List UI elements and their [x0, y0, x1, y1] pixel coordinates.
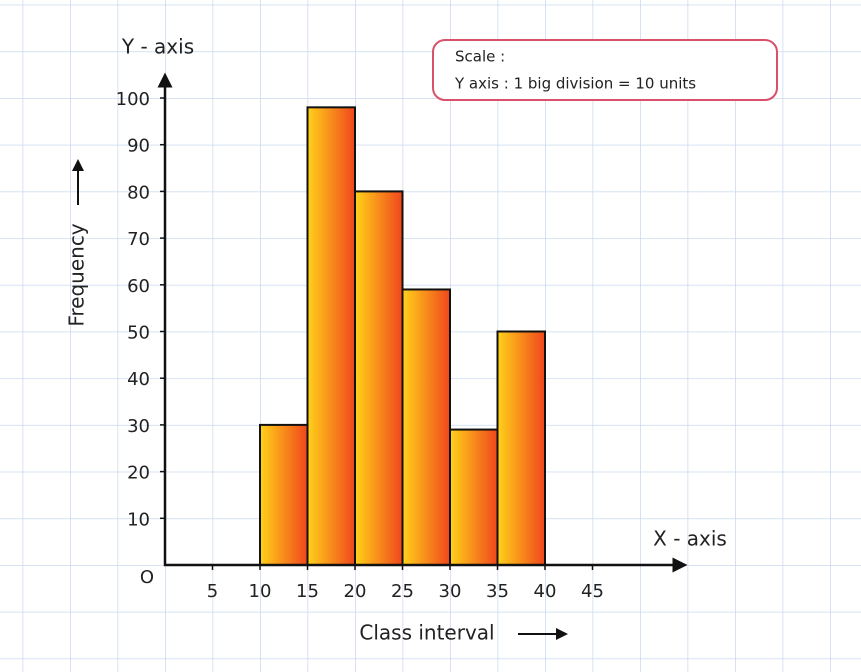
x-axis-name: X - axis — [653, 527, 727, 551]
origin-label: O — [140, 567, 154, 588]
y-axis-name: Y - axis — [121, 35, 194, 59]
x-tick-label: 35 — [486, 581, 509, 602]
bar — [259, 423, 309, 566]
y-tick-label: 10 — [127, 509, 150, 530]
x-tick-label: 45 — [581, 581, 604, 602]
y-tick-label: 100 — [116, 89, 150, 110]
bar — [496, 330, 546, 566]
x-tick-label: 10 — [249, 581, 272, 602]
scale-box — [432, 39, 778, 101]
x-tick-label: 30 — [439, 581, 462, 602]
y-label: Frequency — [65, 223, 89, 326]
bar — [306, 106, 356, 566]
bar — [449, 428, 499, 566]
x-tick-label: 20 — [344, 581, 367, 602]
y-tick-label: 50 — [127, 323, 150, 344]
y-tick-label: 80 — [127, 182, 150, 203]
y-tick-label: 70 — [127, 229, 150, 250]
x-tick-label: 15 — [296, 581, 319, 602]
scale-text: Y axis : 1 big division = 10 units — [454, 75, 696, 93]
y-tick-label: 40 — [127, 369, 150, 390]
scale-title: Scale : — [455, 48, 505, 66]
y-tick-label: 20 — [127, 463, 150, 484]
y-tick-label: 60 — [127, 276, 150, 297]
y-tick-label: 90 — [127, 136, 150, 157]
x-tick-label: 25 — [391, 581, 414, 602]
bar — [354, 190, 404, 566]
bar — [401, 288, 451, 566]
y-tick-label: 30 — [127, 416, 150, 437]
x-tick-label: 5 — [207, 581, 218, 602]
x-tick-label: 40 — [534, 581, 557, 602]
x-label: Class interval — [359, 621, 494, 645]
